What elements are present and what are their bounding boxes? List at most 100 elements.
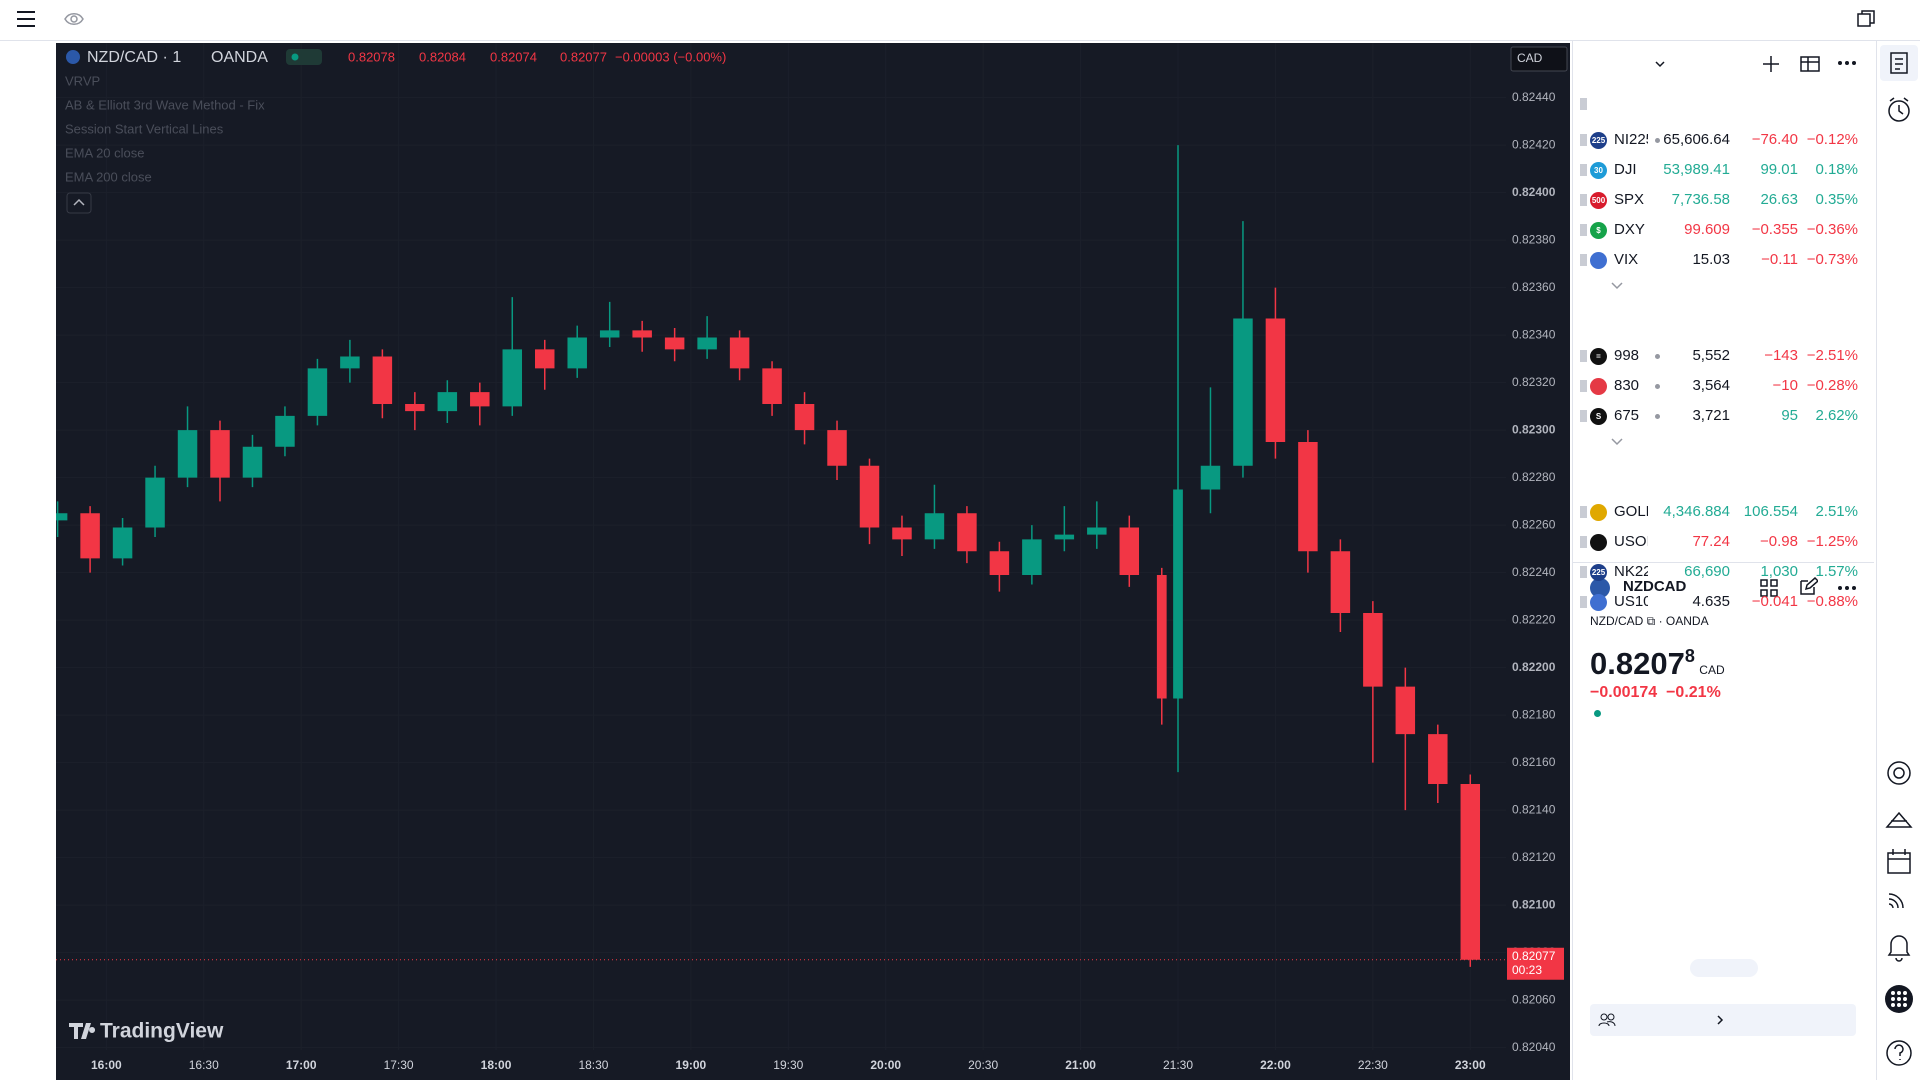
y-tick-label: 0.82240 <box>1512 565 1556 579</box>
column-flag <box>1580 98 1587 110</box>
row-flag <box>1580 254 1587 266</box>
symbol: VIX <box>1614 251 1639 268</box>
group-toggle[interactable] <box>1610 281 1624 291</box>
indicator-label: AB & Elliott 3rd Wave Method - Fix <box>65 97 265 112</box>
watchlist-row[interactable]: 225 NK22 66,690 1,030 1.57% <box>1572 557 1874 587</box>
advanced-view[interactable] <box>1800 55 1820 73</box>
help-tab[interactable] <box>1886 1040 1912 1066</box>
last-price-label: 0.82077 <box>1512 949 1556 963</box>
watchlist-tab[interactable] <box>1880 45 1918 81</box>
last-price: 3,721 <box>1692 407 1730 424</box>
candle-body <box>762 368 782 404</box>
x-tick-label: 20:30 <box>968 1058 998 1072</box>
last-price: 99.609 <box>1684 221 1730 238</box>
watchlist-row[interactable]: $ DXY 99.609 −0.355 −0.36% <box>1572 215 1874 245</box>
notifications-tab[interactable] <box>1887 935 1911 962</box>
symbol: USOIL <box>1614 533 1648 550</box>
candle-body <box>1363 613 1383 687</box>
indicator-label: EMA 20 close <box>65 145 145 160</box>
market-open-dot <box>291 53 299 61</box>
top-bar <box>0 0 1920 41</box>
watchlist-row[interactable]: = 998 5,552 −143 −2.51% <box>1572 341 1874 371</box>
change: 26.63 <box>1760 191 1798 208</box>
row-flag <box>1580 506 1587 518</box>
details-symbol[interactable]: NZDCAD <box>1623 578 1687 595</box>
x-tick-label: 21:00 <box>1065 1058 1096 1072</box>
change: 106.554 <box>1743 503 1798 520</box>
symbol-flag <box>66 50 80 64</box>
change-percent: −2.51% <box>1806 347 1858 364</box>
watchlist-row[interactable]: US10Y 4.635 −0.041 −0.88% <box>1572 587 1874 617</box>
y-tick-label: 0.82260 <box>1512 517 1556 531</box>
chevron-right <box>1717 1015 1724 1025</box>
watchlist-menu[interactable] <box>1652 56 1668 72</box>
watchlist-row[interactable]: GOLD 4,346.884 106.554 2.51% <box>1572 497 1874 527</box>
eye-button[interactable] <box>64 11 84 27</box>
candle-body <box>729 337 750 369</box>
change-percent: −0.36% <box>1806 221 1858 238</box>
menu-button[interactable] <box>16 10 36 28</box>
y-tick-label: 0.82040 <box>1512 1040 1556 1054</box>
panel-divider <box>1572 40 1573 1080</box>
change: 95 <box>1781 407 1798 424</box>
currency-box[interactable] <box>1510 46 1568 72</box>
community-bar[interactable] <box>1590 1004 1856 1036</box>
chart[interactable]: NZD/CAD · 1 OANDA 0.82078 0.82084 0.8207… <box>56 43 1570 1080</box>
group-toggle[interactable] <box>1610 437 1624 447</box>
indicator-label: EMA 200 close <box>65 169 152 184</box>
y-tick-label: 0.82280 <box>1512 470 1556 484</box>
watchlist-row[interactable]: S 675 3,721 95 2.62% <box>1572 401 1874 431</box>
y-tick-label: 0.82140 <box>1512 802 1556 816</box>
change-percent: −0.73% <box>1806 251 1858 268</box>
watchlist-row[interactable]: 500 SPX 7,736.58 26.63 0.35% <box>1572 185 1874 215</box>
collapse-indicators[interactable] <box>66 192 92 214</box>
calendar-tab[interactable] <box>1887 849 1911 874</box>
pine-tab[interactable] <box>1885 811 1913 828</box>
right-sidebar <box>1880 45 1918 1066</box>
alerts-tab[interactable] <box>1888 97 1910 122</box>
candle-body <box>405 404 425 412</box>
exchange: OANDA <box>211 49 268 66</box>
change-percent: −1.25% <box>1806 533 1858 550</box>
x-tick-label: 22:00 <box>1260 1058 1291 1072</box>
symbol: GOLD <box>1614 503 1648 520</box>
ohlc-high: 0.82084 <box>419 49 466 64</box>
watchlist-row[interactable]: VIX 15.03 −0.11 −0.73% <box>1572 245 1874 275</box>
news-tab[interactable] <box>1888 893 1904 909</box>
watchlist-row[interactable]: USOIL 77.24 −0.98 −1.25% <box>1572 527 1874 557</box>
watchlist-row[interactable]: 30 DJI 53,989.41 99.01 0.18% <box>1572 155 1874 185</box>
add-symbol[interactable] <box>1762 55 1780 73</box>
candle-body <box>210 430 230 478</box>
symbol[interactable]: NZD/CAD · 1 <box>87 49 181 66</box>
candle-body <box>502 349 523 407</box>
ohlc-change: −0.00003 (−0.00%) <box>615 49 726 64</box>
candle-body <box>599 330 620 338</box>
details-pair[interactable]: NZD/CAD <box>1590 614 1644 628</box>
candle-body <box>1233 318 1253 466</box>
candle-body <box>1428 734 1448 784</box>
watchlist-row[interactable]: 225 NI225 65,606.64 −76.40 −0.12% <box>1572 125 1874 155</box>
apps-tab[interactable] <box>1885 985 1913 1013</box>
details-edit[interactable] <box>1798 577 1818 597</box>
y-tick-label: 0.82420 <box>1512 137 1556 151</box>
candle-body <box>242 446 263 478</box>
details-more[interactable] <box>1837 583 1857 593</box>
watchlist-row[interactable]: 830 3,564 −10 −0.28% <box>1572 371 1874 401</box>
x-tick-label: 22:30 <box>1358 1058 1388 1072</box>
price-axis <box>1506 43 1570 1080</box>
symbol-badge <box>1590 594 1607 611</box>
last-price: 65,606.64 <box>1663 131 1730 148</box>
symbol-badge <box>1590 378 1607 395</box>
window-button[interactable] <box>1856 9 1876 29</box>
candle-body <box>859 465 880 528</box>
y-tick-label: 0.82360 <box>1512 280 1556 294</box>
details-exchange: OANDA <box>1665 614 1709 628</box>
ideas-tab[interactable] <box>1887 761 1911 785</box>
y-tick-label: 0.82400 <box>1512 185 1556 199</box>
candle-body <box>437 392 458 412</box>
ohlc-open: 0.82078 <box>348 49 395 64</box>
watchlist: NZDCAD NZD/CAD ⧉ · OANDA 0.82078 CAD −0.… <box>1572 0 1874 1080</box>
more-options[interactable] <box>1837 58 1857 68</box>
details-layout[interactable] <box>1759 578 1779 598</box>
symbol-badge: 225 <box>1590 564 1607 581</box>
